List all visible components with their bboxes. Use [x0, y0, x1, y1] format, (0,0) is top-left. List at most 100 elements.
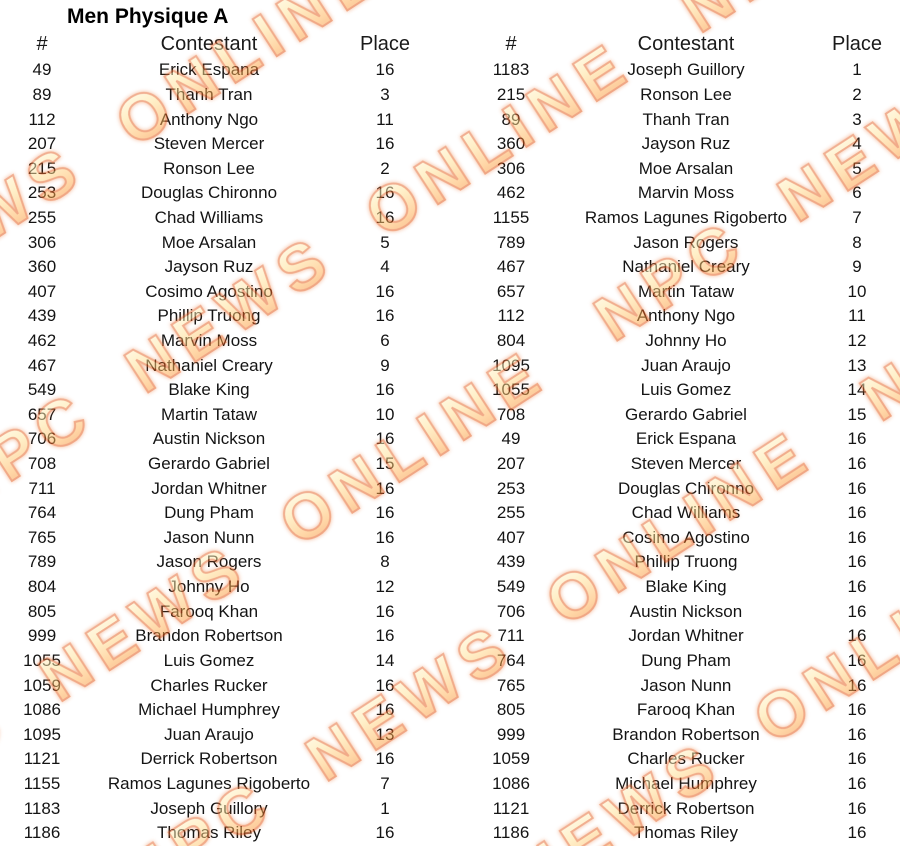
place-cell: 16	[375, 823, 395, 843]
page-title: Men Physique A	[67, 5, 229, 28]
table-row: 1059 Charles Rucker 16	[0, 673, 436, 698]
contestant-name-cell: Michael Humphrey	[615, 773, 757, 793]
table-row: 1086 Michael Humphrey 16	[464, 772, 900, 797]
contestant-number-cell: 207	[27, 134, 57, 154]
place-cell: 16	[847, 429, 867, 449]
table-row: 706 Austin Nickson 16	[464, 599, 900, 624]
contestant-number-cell: 360	[496, 134, 526, 154]
table-row: 467 Nathaniel Creary 9	[0, 353, 436, 378]
contestant-number-cell: 255	[496, 503, 526, 523]
contestant-number-cell: 49	[32, 60, 52, 80]
contestant-number-cell: 764	[496, 650, 526, 670]
contestant-number-cell: 706	[27, 429, 57, 449]
contestant-number-cell: 1155	[492, 207, 530, 227]
contestant-number-cell: 1059	[23, 675, 61, 695]
table-row: 1155 Ramos Lagunes Rigoberto 7	[464, 206, 900, 231]
place-cell: 8	[852, 232, 862, 252]
contestant-name-cell: Anthony Ngo	[159, 109, 259, 129]
table-row: 112 Anthony Ngo 11	[0, 107, 436, 132]
place-cell: 16	[847, 823, 867, 843]
contestant-number-cell: 89	[32, 84, 52, 104]
contestant-name-cell: Charles Rucker	[627, 749, 745, 769]
contestant-number-cell: 462	[27, 331, 57, 350]
contestant-name-cell: Ramos Lagunes Rigoberto	[107, 773, 311, 793]
contestant-name-cell: Thomas Riley	[634, 823, 738, 843]
table-row: 711 Jordan Whitner 16	[0, 476, 436, 501]
table-row: 708 Gerardo Gabriel 15	[0, 452, 436, 477]
column-header-number: #	[36, 32, 48, 55]
contestant-number-cell: 657	[27, 404, 57, 424]
contestant-number-cell: 805	[496, 700, 526, 720]
table-row: 1183 Joseph Guillory 1	[464, 58, 900, 83]
place-cell: 16	[375, 429, 395, 449]
place-cell: 16	[847, 675, 867, 695]
table-row: 549 Blake King 16	[0, 378, 436, 403]
place-cell: 16	[375, 207, 395, 227]
place-cell: 16	[847, 454, 867, 474]
place-cell: 2	[380, 158, 390, 178]
contestant-name-cell: Chad Williams	[154, 207, 264, 227]
place-cell: 14	[847, 380, 867, 400]
contestant-number-cell: 462	[496, 183, 526, 203]
contestant-name-cell: Douglas Chironno	[140, 183, 278, 203]
column-header-place: Place	[831, 32, 883, 55]
place-cell: 7	[852, 207, 862, 227]
place-cell: 16	[847, 601, 867, 621]
place-cell: 10	[375, 404, 395, 424]
place-cell: 9	[852, 257, 862, 277]
contestant-number-cell: 999	[496, 724, 526, 744]
table-row: 764 Dung Pham 16	[0, 501, 436, 526]
contestant-number-cell: 306	[496, 158, 526, 178]
contestant-name-cell: Jason Rogers	[633, 232, 739, 252]
contestant-name-cell: Thanh Tran	[165, 84, 253, 104]
place-cell: 16	[847, 552, 867, 572]
place-cell: 16	[847, 650, 867, 670]
contestant-number-cell: 306	[27, 232, 57, 252]
table-body: 49 Erick Espana 16 89 Thanh Tran 3 112 Anthony …	[0, 58, 436, 846]
contestant-number-cell: 439	[27, 306, 57, 326]
place-cell: 16	[847, 527, 867, 547]
place-cell: 15	[847, 404, 867, 424]
contestant-name-cell: Blake King	[168, 380, 250, 400]
contestant-name-cell: Gerardo Gabriel	[625, 404, 747, 424]
contestant-name-cell: Anthony Ngo	[636, 306, 736, 326]
table-row: 306 Moe Arsalan 5	[0, 230, 436, 255]
table-row: 1121 Derrick Robertson 16	[0, 747, 436, 772]
column-header-number: #	[505, 32, 517, 55]
contestant-number-cell: 789	[496, 232, 526, 252]
contestant-name-cell: Jason Rogers	[156, 552, 262, 572]
contestant-number-cell: 215	[496, 84, 526, 104]
table-row: 804 Johnny Ho 12	[0, 575, 436, 600]
table-row: 765 Jason Nunn 16	[0, 526, 436, 551]
place-cell: 4	[380, 257, 390, 277]
place-cell: 16	[375, 380, 395, 400]
table-row: 999 Brandon Robertson 16	[464, 722, 900, 747]
contestant-name-cell: Brandon Robertson	[135, 626, 283, 646]
place-cell: 16	[847, 478, 867, 498]
column-header-contestant: Contestant	[637, 32, 735, 55]
contestant-number-cell: 1055	[492, 380, 530, 400]
contestant-name-cell: Juan Araujo	[641, 355, 731, 375]
table-row: 1055 Luis Gomez 14	[464, 378, 900, 403]
place-cell: 7	[380, 773, 390, 793]
contestant-name-cell: Derrick Robertson	[617, 798, 755, 818]
table-row: 805 Farooq Khan 16	[464, 698, 900, 723]
contestant-number-cell: 1086	[23, 700, 61, 720]
contestant-name-cell: Erick Espana	[158, 60, 260, 80]
place-cell: 11	[848, 306, 866, 326]
place-cell: 15	[375, 454, 395, 474]
table-row: 708 Gerardo Gabriel 15	[464, 403, 900, 428]
contestant-name-cell: Phillip Truong	[157, 306, 261, 326]
contestant-number-cell: 1095	[492, 355, 530, 375]
contestant-name-cell: Steven Mercer	[630, 454, 742, 474]
contestant-number-cell: 89	[501, 109, 521, 129]
table-row: 49 Erick Espana 16	[464, 427, 900, 452]
table-row: 765 Jason Nunn 16	[464, 673, 900, 698]
table-row: 657 Martin Tataw 10	[0, 403, 436, 428]
contestant-number-cell: 1121	[23, 749, 61, 769]
place-cell: 16	[847, 724, 867, 744]
contestant-number-cell: 1183	[23, 798, 61, 818]
table-row: 1086 Michael Humphrey 16	[0, 698, 436, 723]
table-row: 462 Marvin Moss 6	[464, 181, 900, 206]
